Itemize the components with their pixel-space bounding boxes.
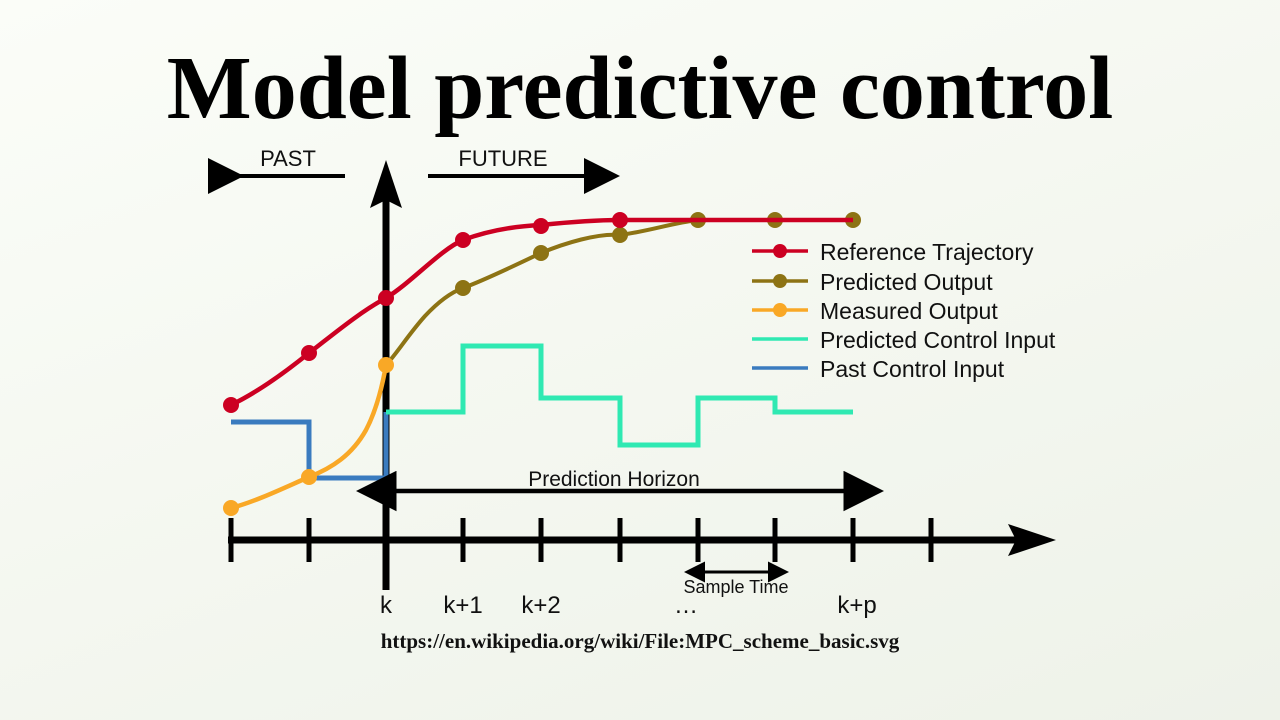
data-point (612, 227, 628, 243)
sample-time-label: Sample Time (683, 577, 788, 597)
x-axis (228, 518, 1056, 562)
series-past-control-input (231, 412, 389, 481)
y-axis (370, 160, 402, 590)
x-tick-labels: k k+1 k+2 … k+p (380, 592, 877, 619)
mpc-scheme-figure: PAST FUTURE (0, 130, 1280, 630)
page-title: Model predictive control (166, 39, 1114, 138)
legend-item-measured-output[interactable]: Measured Output (752, 298, 998, 324)
legend-label: Predicted Control Input (820, 327, 1056, 353)
data-point (301, 345, 317, 361)
data-point (378, 357, 394, 373)
x-axis-arrowhead (1008, 524, 1056, 556)
future-label: FUTURE (458, 146, 547, 171)
x-tick-label-k: k (380, 592, 393, 619)
prediction-horizon-label: Prediction Horizon (528, 468, 700, 491)
sample-time-annotation: Sample Time (683, 561, 789, 597)
data-point (378, 290, 394, 306)
legend: Reference Trajectory Predicted Output Me… (752, 239, 1056, 382)
y-axis-arrowhead (370, 160, 402, 208)
data-point (455, 280, 471, 296)
legend-item-reference-trajectory[interactable]: Reference Trajectory (752, 239, 1034, 265)
x-tick-label-kp: k+p (837, 592, 876, 619)
series-measured-output (223, 357, 394, 516)
data-point (301, 469, 317, 485)
legend-item-past-control-input[interactable]: Past Control Input (752, 356, 1005, 382)
data-point (612, 212, 628, 228)
prediction-horizon-annotation: Prediction Horizon (356, 468, 884, 512)
data-point (223, 397, 239, 413)
data-point (533, 245, 549, 261)
x-tick-label-ellipsis: … (674, 592, 698, 619)
past-annotation: PAST (208, 146, 345, 194)
legend-item-predicted-control-input[interactable]: Predicted Control Input (752, 327, 1056, 353)
series-predicted-control-input (386, 343, 853, 448)
legend-label: Past Control Input (820, 356, 1005, 382)
legend-swatch-marker (773, 303, 787, 317)
x-tick-label-k1: k+1 (443, 592, 482, 619)
future-annotation: FUTURE (428, 146, 620, 194)
legend-swatch-marker (773, 244, 787, 258)
data-point (223, 500, 239, 516)
mpc-diagram-svg: PAST FUTURE (208, 146, 1056, 619)
series-reference-trajectory (223, 212, 853, 413)
legend-label: Measured Output (820, 298, 998, 324)
data-point (533, 218, 549, 234)
legend-swatch-marker (773, 274, 787, 288)
legend-label: Predicted Output (820, 269, 993, 295)
legend-label: Reference Trajectory (820, 239, 1034, 265)
x-axis-ticks (228, 518, 934, 562)
data-point (455, 232, 471, 248)
source-caption: https://en.wikipedia.org/wiki/File:MPC_s… (380, 629, 900, 653)
past-label: PAST (260, 146, 316, 171)
legend-item-predicted-output[interactable]: Predicted Output (752, 269, 993, 295)
x-tick-label-k2: k+2 (521, 592, 560, 619)
